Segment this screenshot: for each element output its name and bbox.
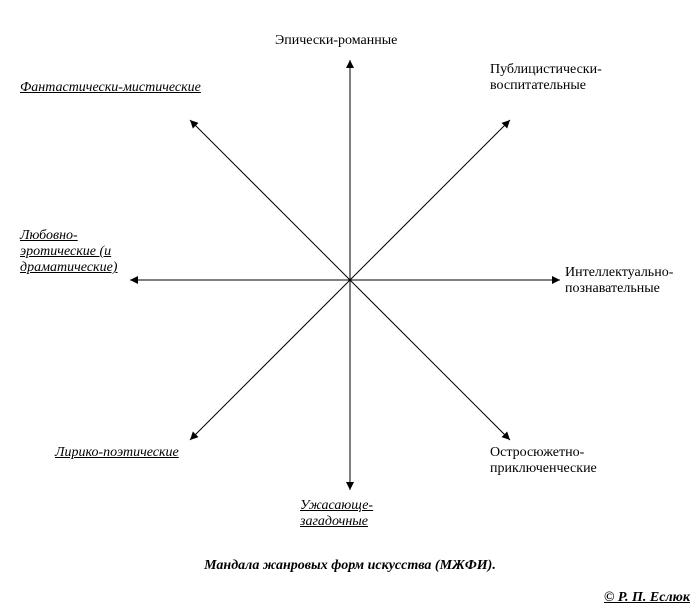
label-south: Ужасающе-загадочные [300, 498, 450, 530]
credit: © Р. П. Еслюк [0, 590, 690, 606]
axis-northwest [190, 120, 350, 280]
label-west: Любовно-эротические (идраматические) [20, 228, 170, 276]
axis-northeast [350, 120, 510, 280]
arrowhead-west [130, 276, 138, 284]
caption: Мандала жанровых форм искусства (МЖФИ). [0, 558, 700, 574]
label-southeast: Остросюжетно-приключенческие [490, 445, 690, 477]
axis-southwest [190, 280, 350, 440]
arrowhead-north [346, 60, 354, 68]
label-northwest: Фантастически-мистические [20, 80, 270, 96]
arrowhead-east [552, 276, 560, 284]
label-northeast: Публицистически-воспитательные [490, 62, 690, 94]
diagram-container: Эпически-романные Публицистически-воспит… [0, 0, 700, 613]
axis-southeast [350, 280, 510, 440]
arrowhead-south [346, 482, 354, 490]
label-southwest: Лирико-поэтические [55, 445, 255, 461]
label-east: Интеллектуально-познавательные [565, 265, 700, 297]
label-north: Эпически-романные [275, 33, 475, 49]
